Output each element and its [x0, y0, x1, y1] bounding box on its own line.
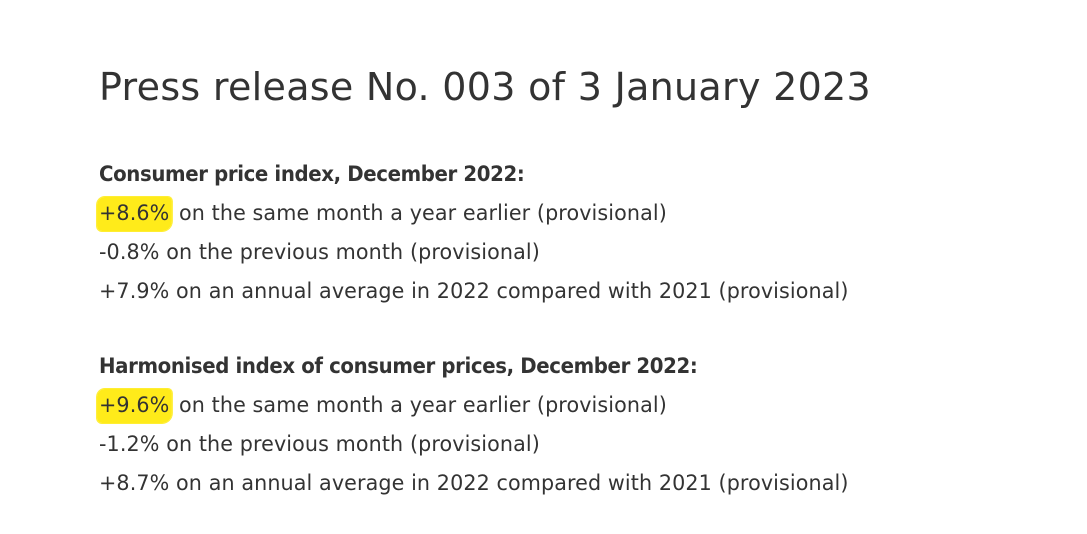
stat-value: +8.7% [99, 471, 170, 495]
stat-text: on the previous month (provisional) [159, 432, 540, 456]
stat-line-previous-month: -0.8% on the previous month (provisional… [99, 233, 1045, 272]
section-consumer-price-index: Consumer price index, December 2022: +8.… [97, 155, 1059, 311]
stat-line-annual-average: +7.9% on an annual average in 2022 compa… [99, 272, 1045, 311]
stat-text: on an annual average in 2022 compared wi… [169, 471, 849, 495]
stat-value: +7.9% [99, 279, 170, 303]
section-harmonised-index: Harmonised index of consumer prices, Dec… [97, 347, 1059, 503]
highlighted-value: +8.6% [97, 197, 173, 231]
stat-value: -1.2% [99, 432, 160, 456]
stat-text: on an annual average in 2022 compared wi… [169, 279, 849, 303]
stat-line-same-month: +8.6% on the same month a year earlier (… [97, 194, 1045, 233]
stat-value: -0.8% [99, 240, 160, 264]
stat-line-same-month: +9.6% on the same month a year earlier (… [97, 386, 1045, 425]
stat-text: on the same month a year earlier (provis… [172, 201, 667, 225]
press-release: Press release No. 003 of 3 January 2023 … [97, 0, 1059, 534]
stat-text: on the previous month (provisional) [159, 240, 540, 264]
stat-line-annual-average: +8.7% on an annual average in 2022 compa… [99, 464, 1045, 503]
section-heading: Consumer price index, December 2022: [99, 162, 525, 186]
section-heading: Harmonised index of consumer prices, Dec… [99, 354, 698, 378]
page-title: Press release No. 003 of 3 January 2023 [99, 65, 872, 109]
stat-line-previous-month: -1.2% on the previous month (provisional… [99, 425, 1045, 464]
highlighted-value: +9.6% [97, 389, 173, 423]
stat-text: on the same month a year earlier (provis… [172, 393, 667, 417]
